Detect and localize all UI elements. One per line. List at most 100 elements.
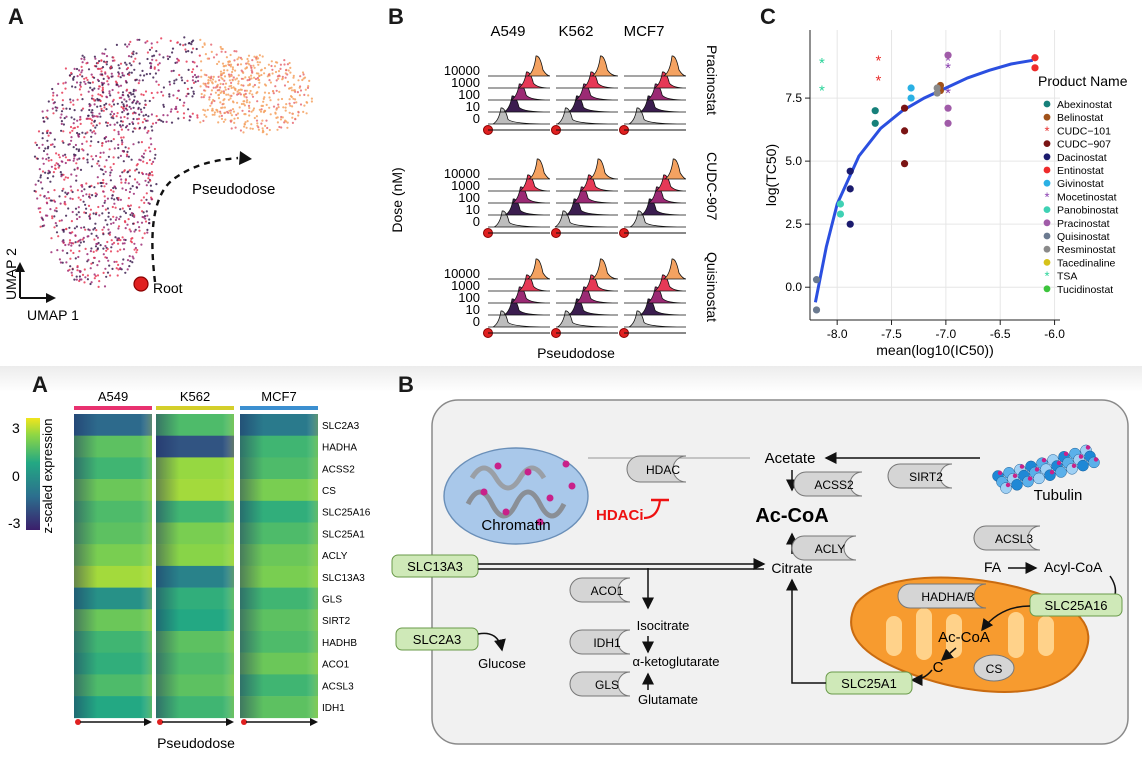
legend-marker xyxy=(1043,179,1051,187)
slc2a3-transporter: SLC2A3 xyxy=(395,627,479,651)
heatmap-cells xyxy=(74,414,318,719)
umap-cell xyxy=(203,113,206,116)
umap-cell xyxy=(263,83,267,86)
umap-cell xyxy=(110,189,113,192)
tubulin-acetyl-mark xyxy=(1093,457,1099,462)
umap-cell xyxy=(123,238,126,241)
umap-cell xyxy=(51,107,54,110)
legend-entry: Pracinostat xyxy=(1057,218,1110,230)
heatmap-cell-gradient xyxy=(74,414,152,436)
umap-cell xyxy=(76,265,79,268)
umap-cell xyxy=(96,242,99,245)
umap-cell xyxy=(273,65,277,68)
umap-cell xyxy=(129,230,132,233)
umap-cell xyxy=(90,281,93,284)
umap-cell xyxy=(97,285,100,288)
umap-cell xyxy=(124,227,127,230)
umap-cell xyxy=(88,229,91,232)
umap-cell xyxy=(73,67,76,70)
umap-cell xyxy=(56,94,59,97)
row-label-pracinostat: Pracinostat xyxy=(704,45,720,115)
umap-cell xyxy=(86,260,89,263)
umap-cell xyxy=(76,125,79,128)
umap-cell xyxy=(72,103,75,106)
legend-entry: TSA xyxy=(1057,271,1077,283)
umap-cell xyxy=(138,38,141,41)
umap-cell xyxy=(190,40,193,44)
umap-cell xyxy=(260,122,263,125)
umap-cell xyxy=(302,110,305,113)
umap-cell xyxy=(73,168,76,171)
umap-cell xyxy=(84,247,87,250)
umap-cell xyxy=(148,222,151,225)
umap-cell xyxy=(117,225,121,228)
umap-cell xyxy=(103,285,107,288)
umap-cell xyxy=(175,105,178,108)
umap-cell xyxy=(63,200,66,204)
umap-cell xyxy=(107,83,110,86)
umap-cell xyxy=(119,84,123,87)
umap-cell xyxy=(292,76,295,79)
umap-cell xyxy=(220,114,223,117)
umap-cell xyxy=(126,150,129,153)
umap-cell xyxy=(60,175,63,178)
umap-cell xyxy=(291,112,294,115)
umap-cell xyxy=(200,96,203,99)
umap-cell xyxy=(218,79,221,82)
umap-cell xyxy=(271,68,274,71)
slc25a16-shape xyxy=(1029,593,1123,617)
umap-cell xyxy=(107,140,110,143)
umap-cell xyxy=(96,67,99,70)
akg-label: α-ketoglutarate xyxy=(632,654,719,669)
umap-cell xyxy=(62,228,65,232)
umap-cell xyxy=(248,78,251,81)
umap-cell xyxy=(150,42,153,45)
umap-cell xyxy=(101,52,104,55)
umap-cell xyxy=(96,105,99,108)
umap-cell xyxy=(97,87,100,90)
umap-cell xyxy=(129,240,132,243)
umap-cell xyxy=(76,189,79,192)
umap-cell xyxy=(258,108,261,111)
umap-cell xyxy=(143,118,146,121)
slc25a16-transporter: SLC25A16 xyxy=(1029,593,1123,617)
umap-cell xyxy=(262,100,265,103)
heatmap-cell-gradient xyxy=(240,435,318,458)
heatmap-gene-labels: SLC2A3HADHAACSS2CSSLC25A16SLC25A1ACLYSLC… xyxy=(322,421,371,714)
umap-cell xyxy=(219,82,222,85)
umap-cell xyxy=(132,106,135,109)
umap-cell xyxy=(55,109,58,112)
umap-cell xyxy=(102,247,105,250)
umap-cell xyxy=(211,78,215,81)
heatmap-cell-gradient xyxy=(156,587,234,610)
umap-cell xyxy=(145,192,148,195)
umap-cell xyxy=(196,114,199,117)
umap-cell xyxy=(46,214,49,217)
heatmap-cell-gradient xyxy=(74,522,152,545)
umap-cell xyxy=(210,43,213,46)
umap-cell xyxy=(75,179,78,182)
umap-cell xyxy=(52,175,55,178)
umap-cell xyxy=(223,69,226,72)
umap-cell xyxy=(49,131,52,134)
umap-cell xyxy=(106,75,109,78)
umap-cell xyxy=(240,58,243,61)
umap-cell xyxy=(147,201,150,205)
umap-cell xyxy=(122,74,126,77)
umap-cell xyxy=(122,248,126,251)
umap-cell xyxy=(150,162,153,165)
umap-cell xyxy=(131,255,134,258)
umap-cell xyxy=(294,118,297,121)
umap-cell xyxy=(147,115,150,118)
tubulin-subunit xyxy=(1055,466,1067,478)
fa-label: FA xyxy=(984,559,1002,575)
umap-cell xyxy=(217,94,220,97)
umap-cell xyxy=(219,112,222,115)
umap-cell xyxy=(132,222,135,225)
umap-cell xyxy=(128,43,131,46)
umap-cell xyxy=(169,39,172,43)
umap-cell xyxy=(171,51,174,54)
umap-cell xyxy=(95,193,98,196)
gene-label: ACLY xyxy=(322,551,348,562)
umap-cell xyxy=(78,157,81,160)
